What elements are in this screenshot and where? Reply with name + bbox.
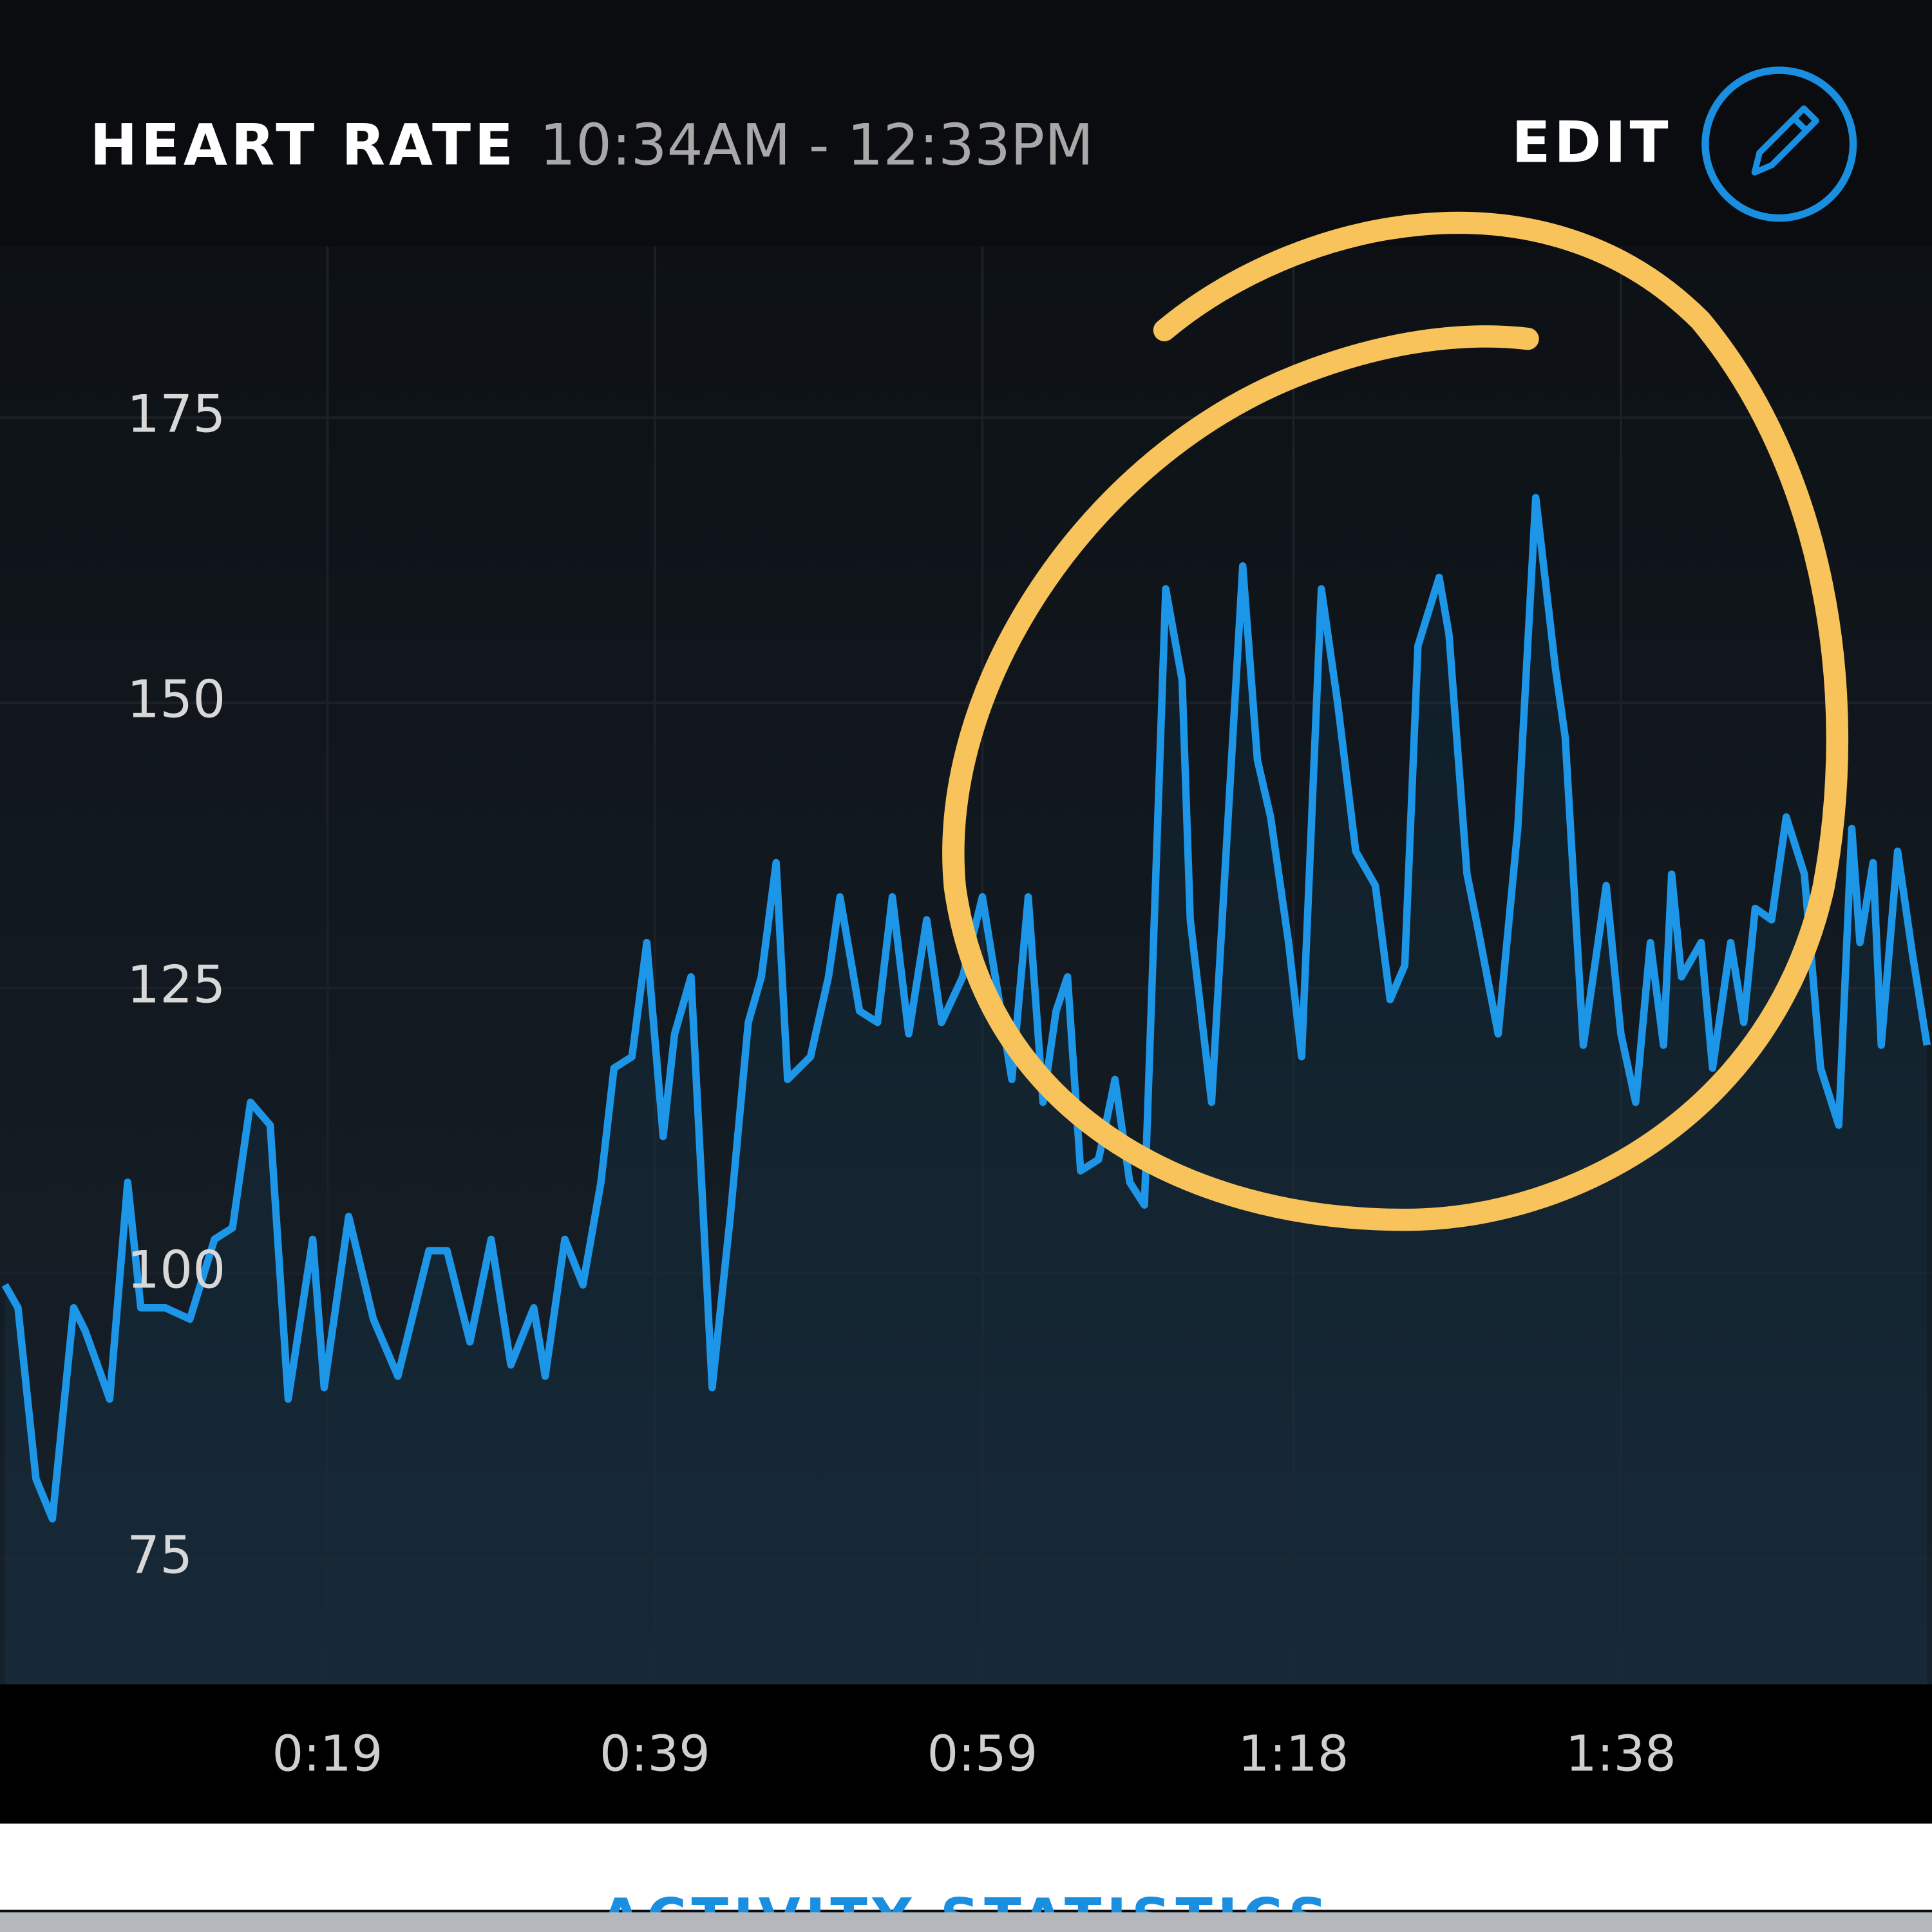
plot — [1, 493, 1931, 1685]
x-tick-label: 1:38 — [1566, 1725, 1676, 1783]
annotation-circle — [942, 211, 1849, 1231]
x-tick-label: 1:18 — [1238, 1725, 1349, 1783]
header-time-range: 10:34AM - 12:33PM — [540, 111, 1094, 178]
y-tick-label: 175 — [127, 383, 225, 444]
x-tick-label: 0:39 — [600, 1725, 710, 1783]
bottom-bar — [0, 1912, 1932, 1932]
y-tick-label: 125 — [127, 954, 225, 1014]
y-tick-label: 100 — [127, 1239, 225, 1300]
x-tick-label: 0:59 — [927, 1725, 1038, 1783]
edit-button[interactable]: EDIT — [1511, 109, 1672, 176]
edit-icon-circle — [1701, 66, 1857, 222]
header-title: HEART RATE — [90, 111, 517, 178]
y-tick-label: 150 — [127, 668, 225, 729]
edit-icon[interactable] — [1701, 66, 1857, 222]
footer-bg — [0, 1823, 1932, 1910]
pencil — [1751, 105, 1819, 176]
line-area — [5, 497, 1927, 1685]
header-bg — [0, 0, 1932, 247]
x-axis-band — [0, 1684, 1932, 1824]
grid — [0, 246, 1932, 1685]
heart-rate-line — [1, 493, 1931, 1523]
y-tick-label: 75 — [127, 1524, 193, 1585]
x-tick-label: 0:19 — [272, 1725, 383, 1783]
